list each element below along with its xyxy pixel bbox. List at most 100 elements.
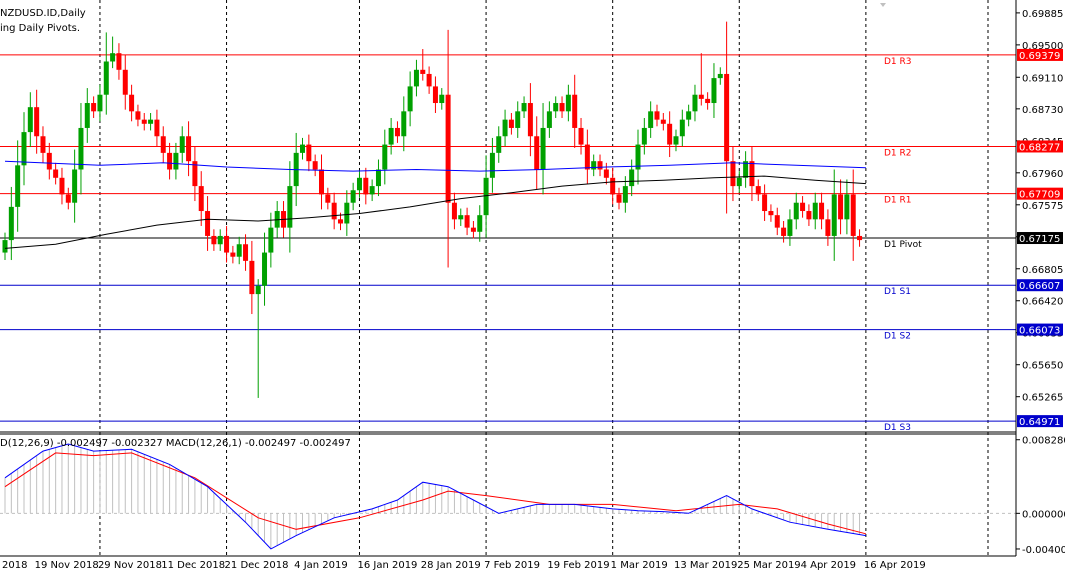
candle-body (572, 94, 578, 128)
pivot-labels: D1 R3 D1 R2 D1 R1 D1 Pivot D1 S1 D1 S2 D1 S3 (884, 57, 922, 433)
time-tick-label: 29 Nov 2018 (98, 560, 162, 571)
candle-body (319, 169, 324, 195)
price-tag (1017, 279, 1063, 292)
candle-body (420, 69, 426, 74)
time-tick-label: 28 Jan 2019 (421, 560, 481, 571)
candle-body (230, 252, 236, 257)
price-tag-label: 0.68277 (1019, 142, 1060, 153)
candle-body (300, 144, 306, 153)
candle-body (616, 194, 622, 203)
candle-body (489, 152, 495, 178)
price-tag-label: 0.67709 (1019, 190, 1060, 201)
pivot-name: D1 S1 (884, 287, 911, 297)
candle-body (711, 78, 717, 104)
candle-body (255, 285, 261, 295)
candle-body (53, 169, 59, 178)
candle-body (603, 169, 609, 178)
price-tag (1017, 48, 1063, 61)
candle-body (686, 111, 692, 120)
candle-body (831, 194, 837, 236)
time-tick-label: 4 Apr 2019 (801, 560, 856, 571)
candle-body (337, 219, 343, 224)
candle-body (483, 177, 489, 216)
moving-averages (4, 160, 866, 249)
candle-body (838, 194, 844, 220)
price-candles (2, 21, 863, 398)
candle-body (527, 103, 533, 137)
candle-body (205, 211, 211, 236)
candle-body (654, 111, 660, 120)
ma-slow-line (4, 175, 866, 249)
candle-body (2, 240, 8, 253)
price-tick-label: 0.66805 (1022, 265, 1063, 276)
candle-body (363, 177, 369, 195)
time-tick-label: 19 Feb 2019 (547, 560, 609, 571)
candle-body (34, 107, 40, 137)
candle-body (59, 177, 65, 195)
candle-body (641, 127, 647, 145)
scroll-marker-icon[interactable] (880, 3, 886, 7)
price-tick-label: 0.65265 (1022, 393, 1063, 404)
candle-body (610, 177, 616, 195)
macd-panel (0, 443, 1016, 550)
candle-body (135, 111, 141, 120)
time-tick-label: 2018 (2, 560, 27, 571)
candle-body (445, 94, 451, 203)
candle-body (578, 127, 584, 145)
candle-body (844, 194, 850, 220)
candle-body (388, 127, 394, 145)
candle-body (110, 53, 116, 62)
candle-body (179, 136, 185, 153)
candle-body (97, 94, 103, 112)
indicator-title: ing Daily Pivots. (0, 23, 80, 34)
candle-body (46, 152, 52, 170)
time-tick-label: 16 Jan 2019 (357, 560, 417, 571)
price-tick-label: 0.69885 (1022, 9, 1063, 20)
candle-body (154, 119, 160, 137)
candle-body (91, 103, 97, 112)
candle-body (344, 202, 350, 224)
price-tag (1017, 323, 1063, 336)
candle-body (508, 119, 514, 128)
candle-body (458, 215, 464, 220)
candle-body (148, 119, 154, 124)
candle-body (426, 73, 432, 87)
price-tick-label: 0.66420 (1022, 297, 1063, 308)
candle-body (72, 169, 78, 203)
candle-body (806, 211, 812, 220)
price-tag (1017, 232, 1063, 245)
candle-body (173, 152, 179, 170)
macd-tick-label: 0.008280 (1022, 436, 1065, 447)
candle-body (546, 111, 552, 128)
price-axis: 0.698850.695000.691100.687300.683450.679… (0, 0, 1065, 557)
candle-body (736, 177, 742, 187)
candle-body (774, 215, 780, 228)
candle-body (667, 123, 673, 145)
price-tag (1017, 140, 1063, 153)
candle-body (243, 244, 249, 261)
time-axis: 2018 19 Nov 2018 29 Nov 2018 11 Dec 2018 21 … (2, 560, 926, 571)
candle-body (129, 94, 135, 112)
candle-body (540, 127, 546, 170)
candle-body (432, 86, 438, 104)
price-tag (1017, 187, 1063, 200)
macd-tick-label: 0.000000 (1022, 509, 1065, 520)
candle-body (679, 119, 685, 137)
price-tick-label: 0.67575 (1022, 201, 1063, 212)
candle-body (717, 73, 723, 79)
candle-body (306, 144, 312, 162)
candle-body (40, 136, 46, 153)
candle-body (325, 194, 331, 203)
candle-body (559, 103, 565, 112)
macd-title: D(12,26,9) -0.002497 -0.002327 MACD(12,2… (0, 438, 351, 449)
candle-body (262, 252, 268, 286)
candle-body (27, 107, 33, 133)
macd-main-line (4, 443, 866, 550)
price-tag-label: 0.69379 (1019, 51, 1060, 62)
candle-body (762, 194, 768, 212)
price-tick-label: 0.69500 (1022, 41, 1063, 52)
candle-body (382, 144, 388, 170)
candle-body (477, 215, 483, 232)
